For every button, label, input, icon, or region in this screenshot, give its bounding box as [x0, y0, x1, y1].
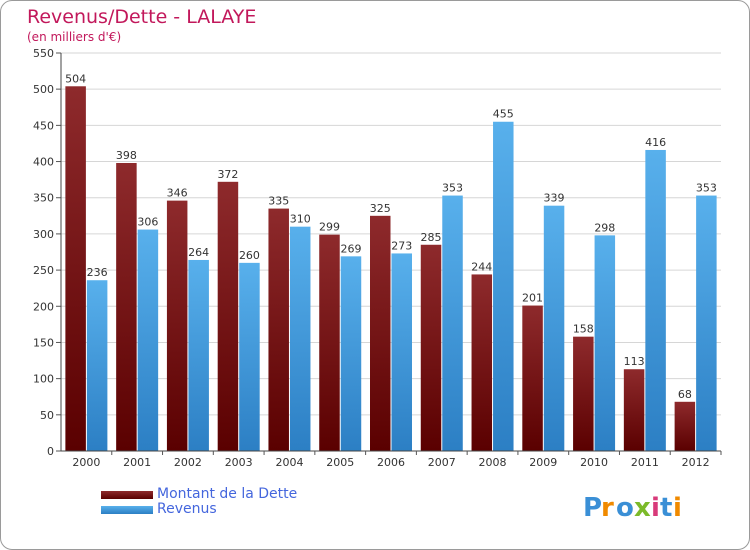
data-label-debt: 335	[268, 195, 289, 208]
x-tick-label: 2001	[123, 456, 151, 469]
data-label-debt: 325	[370, 202, 391, 215]
data-label-revenus: 298	[594, 221, 615, 234]
x-tick-label: 2005	[326, 456, 354, 469]
data-label-debt: 158	[573, 323, 594, 336]
bar-revenus-2007	[442, 195, 463, 451]
x-tick-label: 2006	[377, 456, 405, 469]
data-label-debt: 244	[471, 260, 492, 273]
y-tick-label: 100	[33, 373, 54, 386]
legend-swatch-debt	[101, 490, 153, 499]
bar-debt-2011	[623, 369, 645, 451]
y-tick-label: 200	[33, 300, 54, 313]
x-tick-label: 2009	[529, 456, 557, 469]
legend-item-revenus: Revenus	[101, 502, 297, 517]
bar-revenus-2004	[289, 226, 311, 451]
bar-revenus-2010	[594, 235, 616, 451]
bar-debt-2001	[116, 162, 137, 451]
data-label-revenus: 236	[87, 266, 108, 279]
y-tick-label: 150	[33, 336, 54, 349]
y-tick-label: 50	[40, 409, 54, 422]
svg-text:i: i	[651, 493, 660, 523]
data-label-revenus: 339	[544, 192, 565, 205]
legend-label-revenus: Revenus	[157, 501, 217, 517]
bar-debt-2010	[573, 336, 594, 451]
data-label-debt: 299	[319, 221, 340, 234]
bar-revenus-2001	[137, 229, 159, 451]
x-tick-label: 2002	[174, 456, 202, 469]
chart-title: Revenus/Dette - LALAYE	[27, 6, 257, 28]
chart-legend: Montant de la Dette Revenus	[101, 487, 297, 517]
data-label-revenus: 310	[290, 213, 311, 226]
bar-debt-2009	[522, 305, 543, 451]
x-tick-label: 2000	[72, 456, 100, 469]
data-label-debt: 201	[522, 292, 543, 305]
data-label-revenus: 264	[188, 246, 209, 259]
data-label-debt: 346	[167, 187, 188, 200]
data-label-revenus: 306	[137, 216, 158, 229]
data-label-debt: 113	[624, 355, 645, 368]
legend-swatch-revenus	[101, 505, 153, 514]
bar-revenus-2006	[391, 253, 412, 451]
y-tick-label: 400	[33, 156, 54, 169]
proxiti-logo: P r o x i t i	[583, 493, 682, 523]
bar-revenus-2009	[543, 205, 565, 451]
legend-item-debt: Montant de la Dette	[101, 487, 297, 502]
data-label-debt: 504	[65, 72, 86, 85]
bar-debt-2005	[319, 234, 340, 451]
bar-debt-2012	[674, 401, 696, 451]
svg-text:t: t	[660, 493, 672, 523]
x-tick-label: 2011	[631, 456, 659, 469]
data-label-revenus: 260	[239, 249, 260, 262]
y-tick-label: 300	[33, 228, 54, 241]
bar-debt-2006	[370, 215, 391, 451]
y-tick-label: 550	[33, 47, 54, 60]
data-label-revenus: 353	[442, 182, 463, 195]
bar-revenus-2003	[239, 262, 260, 451]
y-tick-label: 250	[33, 264, 54, 277]
bar-debt-2008	[471, 274, 493, 451]
bar-revenus-2002	[188, 259, 209, 451]
data-label-revenus: 273	[391, 239, 412, 252]
bar-debt-2002	[166, 200, 188, 451]
svg-text:P: P	[583, 493, 602, 523]
data-label-debt: 372	[217, 168, 238, 181]
svg-text:x: x	[634, 493, 651, 523]
bar-debt-2004	[268, 208, 289, 451]
x-tick-label: 2010	[580, 456, 608, 469]
x-tick-label: 2003	[225, 456, 253, 469]
x-tick-label: 2008	[479, 456, 507, 469]
data-label-debt: 398	[116, 149, 137, 162]
data-label-revenus: 455	[493, 108, 514, 121]
bar-revenus-2000	[86, 280, 108, 451]
bar-debt-2000	[65, 86, 86, 452]
bar-revenus-2005	[340, 256, 362, 451]
data-label-revenus: 353	[696, 182, 717, 195]
bar-revenus-2011	[645, 149, 666, 451]
svg-text:o: o	[616, 493, 634, 523]
svg-text:i: i	[673, 493, 682, 523]
data-label-revenus: 269	[340, 242, 361, 255]
data-label-debt: 68	[678, 388, 692, 401]
data-label-debt: 285	[421, 231, 442, 244]
x-tick-label: 2012	[682, 456, 710, 469]
svg-text:r: r	[601, 493, 614, 523]
chart-subtitle: (en milliers d'€)	[27, 30, 122, 44]
bar-revenus-2008	[493, 121, 514, 451]
data-label-revenus: 416	[645, 136, 666, 149]
bar-revenus-2012	[696, 195, 717, 451]
y-tick-label: 450	[33, 119, 54, 132]
y-tick-label: 350	[33, 192, 54, 205]
bar-debt-2007	[420, 244, 442, 451]
y-tick-label: 500	[33, 83, 54, 96]
legend-label-debt: Montant de la Dette	[157, 486, 298, 502]
y-tick-label: 0	[47, 445, 54, 458]
x-tick-label: 2007	[428, 456, 456, 469]
x-tick-label: 2004	[275, 456, 303, 469]
bar-debt-2003	[217, 181, 239, 452]
